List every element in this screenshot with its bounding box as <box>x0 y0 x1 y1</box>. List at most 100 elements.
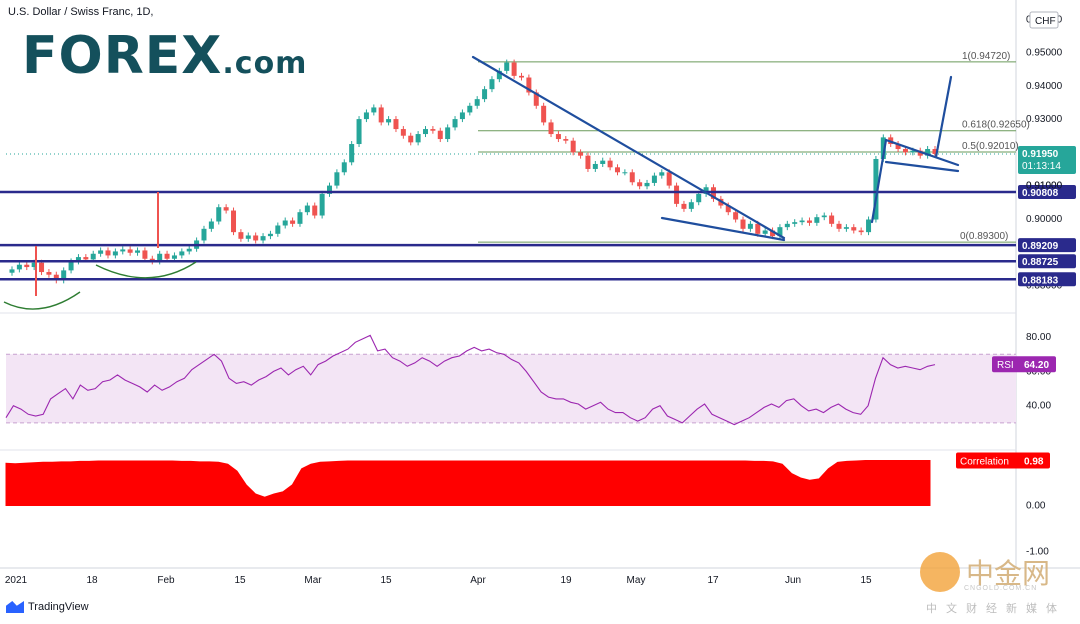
candle-body <box>733 212 739 220</box>
price-tick-label: 0.94000 <box>1026 81 1063 92</box>
current-price-label: 0.91950 <box>1022 149 1059 160</box>
candle-body <box>843 227 849 229</box>
candle-body <box>334 172 340 186</box>
candle-body <box>378 107 384 123</box>
level-tag <box>1018 184 1076 199</box>
candle-body <box>821 215 827 218</box>
candle-body <box>688 202 694 209</box>
correlation-area <box>5 460 931 506</box>
candle-body <box>245 235 251 239</box>
candle-body <box>408 135 414 143</box>
candle-body <box>533 92 539 106</box>
level-tag-label: 0.88183 <box>1022 275 1059 286</box>
tradingview-icon <box>6 601 24 613</box>
candle-body <box>600 160 606 164</box>
candle-body <box>98 250 104 254</box>
chart-title: U.S. Dollar / Swiss Franc, 1D, <box>8 6 154 18</box>
candle-body <box>548 122 554 135</box>
watermark-sub: CNGOLD.COM.CN <box>964 585 1038 592</box>
candle-body <box>614 167 620 173</box>
candle-body <box>238 232 244 239</box>
rsi-band <box>6 354 1016 423</box>
candle-body <box>423 129 429 135</box>
candle-body <box>312 205 318 216</box>
candle-body <box>666 172 672 186</box>
trendline-upper <box>471 55 786 240</box>
candle-body <box>267 233 273 237</box>
flag-lower <box>884 160 960 173</box>
rsi-title-label: RSI <box>997 360 1014 371</box>
candle-body <box>873 158 879 220</box>
candle-body <box>275 225 281 234</box>
candle-body <box>578 152 584 156</box>
candle-body <box>349 144 355 163</box>
candle-body <box>541 105 547 123</box>
candle-body <box>290 220 296 224</box>
flag-pole <box>870 138 888 224</box>
fib-level-label: 0(0.89300) <box>960 231 1008 242</box>
candle-body <box>363 112 369 120</box>
watermark-logo-icon <box>920 552 960 592</box>
candle-body <box>770 230 776 237</box>
candle-body <box>135 250 141 253</box>
candle-body <box>836 223 842 229</box>
candle-body <box>90 253 96 260</box>
candle-body <box>659 172 665 176</box>
candle-body <box>437 130 443 140</box>
x-tick-label: Mar <box>304 575 322 586</box>
corr-value-label: 0.98 <box>1024 457 1044 468</box>
candle-body <box>681 203 687 209</box>
level-tag-label: 0.89209 <box>1022 241 1059 252</box>
candle-body <box>895 144 901 150</box>
candle-body <box>902 149 908 153</box>
candle-body <box>696 193 702 203</box>
candle-body <box>644 182 650 187</box>
level-tag <box>1018 238 1076 253</box>
level-tag-label: 0.90808 <box>1022 188 1059 199</box>
candle-body <box>504 62 510 71</box>
candle-body <box>932 149 938 154</box>
candle-body <box>39 262 45 273</box>
candle-body <box>186 248 192 252</box>
candle-body <box>452 119 458 128</box>
candle-body <box>253 235 259 241</box>
currency-label: CHF <box>1035 16 1056 27</box>
candle-body <box>858 230 864 233</box>
candle-body <box>105 250 111 256</box>
watermark-caption: 中文财经新媒体 <box>926 603 1066 615</box>
candle-body <box>651 175 657 183</box>
candle-body <box>851 227 857 231</box>
candle-body <box>482 89 488 100</box>
candle-body <box>792 222 798 224</box>
x-tick-label: Apr <box>470 575 486 586</box>
candle-body <box>925 149 931 156</box>
candle-body <box>740 219 746 229</box>
candle-body <box>415 134 421 143</box>
rsi-tick-label: 40.00 <box>1026 401 1051 412</box>
candle-body <box>319 193 325 216</box>
candle-body <box>31 262 37 268</box>
flag-upper <box>884 138 960 167</box>
fib-level-label: 0.618(0.92650) <box>962 120 1030 131</box>
candle-body <box>53 274 59 281</box>
x-tick-label: 19 <box>560 575 572 586</box>
candle-body <box>297 212 303 224</box>
rsi-value-label: 64.20 <box>1024 360 1049 371</box>
currency-box <box>1029 11 1059 29</box>
candle-body <box>829 215 835 224</box>
candle-body <box>127 249 133 253</box>
corr-tick-label: -1.00 <box>1026 546 1049 557</box>
candle-body <box>489 79 495 90</box>
candle-body <box>784 223 790 228</box>
candle-body <box>164 253 170 259</box>
rsi-line <box>5 334 936 426</box>
corr-tick-label: 0.00 <box>1026 501 1046 512</box>
rsi-tag <box>992 356 1056 373</box>
fib-level-label: 0.5(0.92010) <box>962 141 1019 152</box>
candle-body <box>216 207 222 222</box>
candle-body <box>179 251 185 256</box>
corr-title-label: Correlation <box>960 457 1009 468</box>
candle-body <box>386 119 392 123</box>
candle-body <box>120 249 126 252</box>
tradingview-brand[interactable]: TradingView <box>6 601 89 613</box>
